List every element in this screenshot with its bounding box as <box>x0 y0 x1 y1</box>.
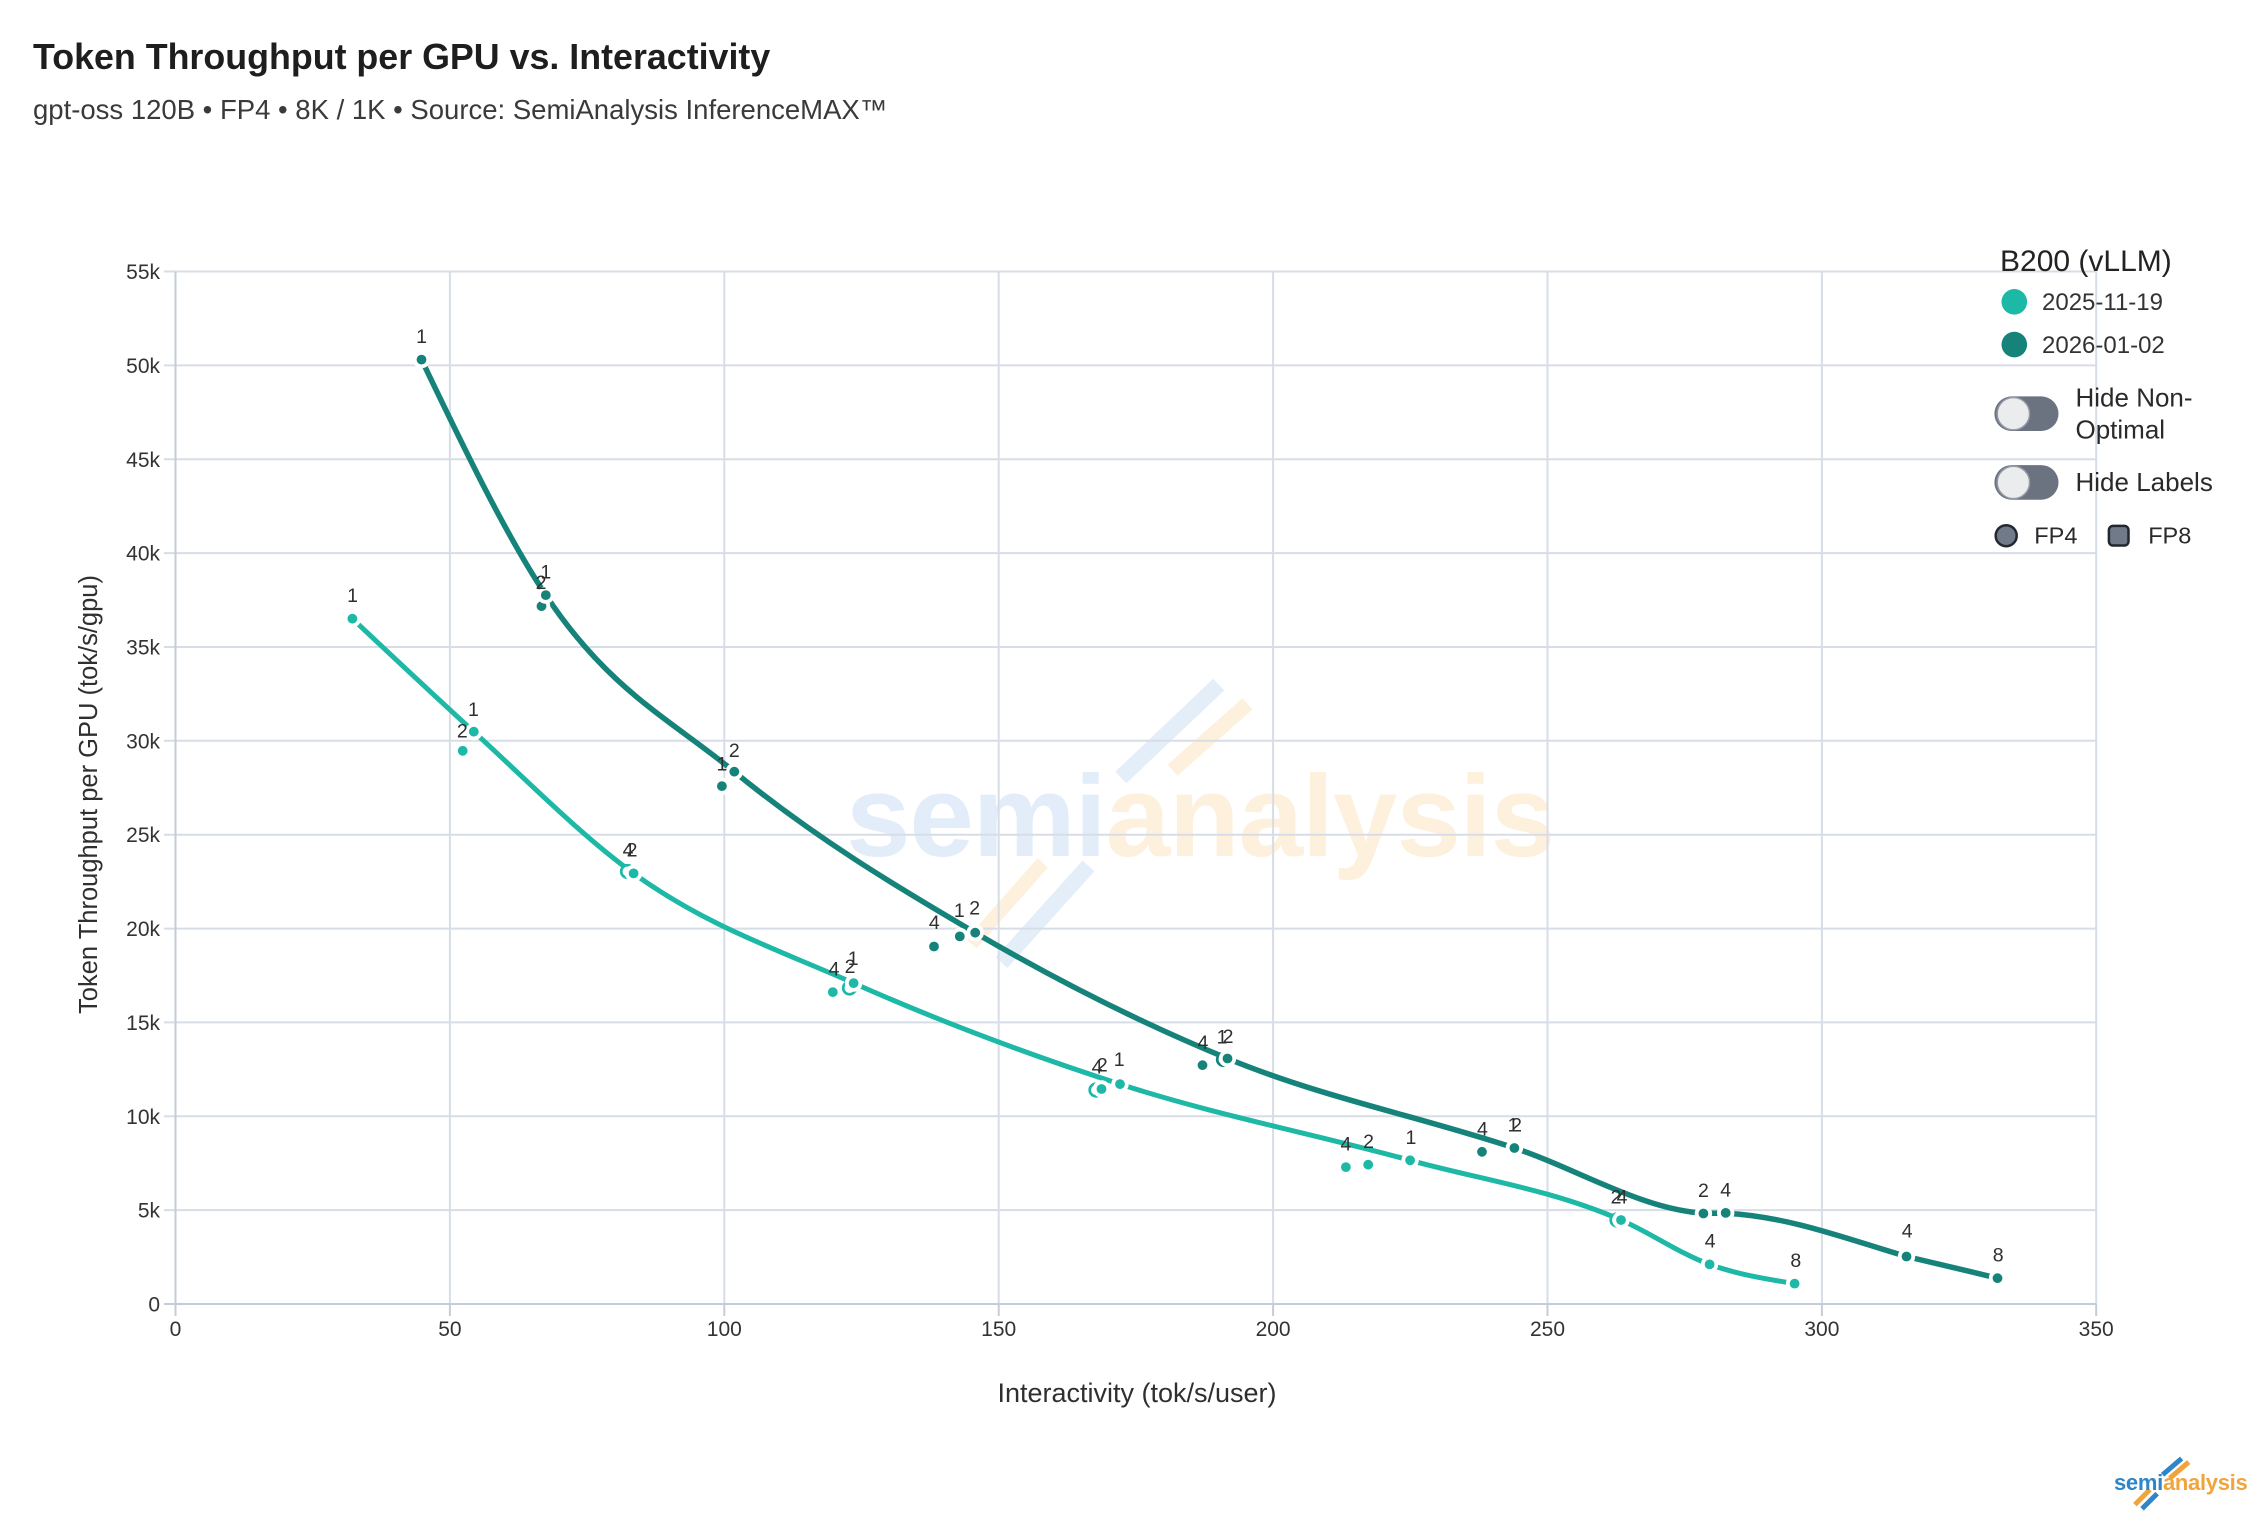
svg-text:2: 2 <box>969 898 980 920</box>
svg-text:1: 1 <box>1405 1127 1416 1149</box>
svg-text:semianalysis: semianalysis <box>2114 1470 2247 1495</box>
svg-text:B200 (vLLM): B200 (vLLM) <box>2000 245 2172 278</box>
svg-text:Interactivity (tok/s/user): Interactivity (tok/s/user) <box>997 1378 1276 1408</box>
svg-text:0: 0 <box>170 1318 182 1341</box>
svg-text:2: 2 <box>536 572 547 594</box>
svg-text:2: 2 <box>1363 1131 1374 1153</box>
svg-text:4: 4 <box>1197 1032 1208 1054</box>
svg-text:250: 250 <box>1530 1318 1565 1341</box>
svg-text:Token Throughput per GPU (tok/: Token Throughput per GPU (tok/s/gpu) <box>75 575 103 1014</box>
svg-text:4: 4 <box>1477 1118 1488 1140</box>
svg-text:1: 1 <box>540 562 551 584</box>
svg-text:2: 2 <box>1097 1055 1108 1077</box>
svg-text:4: 4 <box>1092 1057 1103 1079</box>
svg-text:Hide Non-: Hide Non- <box>2076 383 2193 413</box>
svg-text:FP4: FP4 <box>2034 523 2077 549</box>
svg-text:2025-11-19: 2025-11-19 <box>2042 289 2163 316</box>
svg-text:20k: 20k <box>126 918 160 941</box>
svg-text:4: 4 <box>1617 1187 1628 1209</box>
svg-text:55k: 55k <box>126 261 160 284</box>
svg-text:2: 2 <box>1698 1180 1709 1202</box>
svg-text:4: 4 <box>623 840 634 862</box>
svg-text:300: 300 <box>1804 1318 1839 1341</box>
svg-text:2: 2 <box>457 720 468 742</box>
svg-text:40k: 40k <box>126 543 160 566</box>
svg-text:semianalysis: semianalysis <box>846 751 1554 881</box>
svg-text:150: 150 <box>981 1318 1016 1341</box>
svg-text:2: 2 <box>845 956 856 978</box>
svg-text:Hide Labels: Hide Labels <box>2076 467 2213 497</box>
svg-text:Optimal: Optimal <box>2076 415 2166 445</box>
svg-text:2: 2 <box>1611 1187 1622 1209</box>
svg-text:1: 1 <box>848 948 859 970</box>
svg-text:10k: 10k <box>126 1106 160 1129</box>
svg-text:50: 50 <box>438 1318 461 1341</box>
svg-text:1: 1 <box>416 326 427 348</box>
svg-text:2026-01-02: 2026-01-02 <box>2042 332 2165 359</box>
svg-text:2: 2 <box>729 740 740 762</box>
svg-text:4: 4 <box>1340 1134 1351 1156</box>
svg-text:4: 4 <box>929 912 940 934</box>
svg-text:4: 4 <box>1720 1179 1731 1201</box>
svg-text:2: 2 <box>627 840 638 862</box>
svg-text:30k: 30k <box>126 730 160 753</box>
svg-text:1: 1 <box>468 699 479 721</box>
svg-text:350: 350 <box>2079 1318 2114 1341</box>
svg-text:100: 100 <box>707 1318 742 1341</box>
svg-text:FP8: FP8 <box>2148 523 2191 549</box>
svg-text:5k: 5k <box>138 1200 161 1223</box>
svg-text:4: 4 <box>1705 1231 1716 1253</box>
svg-text:25k: 25k <box>126 824 160 847</box>
svg-text:45k: 45k <box>126 449 160 472</box>
svg-text:2: 2 <box>1511 1115 1522 1137</box>
svg-text:1: 1 <box>1508 1115 1519 1137</box>
svg-text:gpt-oss 120B • FP4 • 8K / 1K •: gpt-oss 120B • FP4 • 8K / 1K • Source: S… <box>33 94 887 125</box>
svg-text:1: 1 <box>1114 1049 1125 1071</box>
svg-text:2: 2 <box>1223 1026 1234 1048</box>
svg-text:8: 8 <box>1993 1245 2004 1267</box>
svg-text:1: 1 <box>954 900 965 922</box>
svg-text:4: 4 <box>1902 1220 1913 1242</box>
svg-text:Token Throughput per GPU vs. I: Token Throughput per GPU vs. Interactivi… <box>33 37 770 77</box>
svg-text:0: 0 <box>148 1294 160 1317</box>
svg-text:1: 1 <box>347 585 358 607</box>
svg-text:1: 1 <box>716 753 727 775</box>
svg-text:35k: 35k <box>126 637 160 660</box>
svg-text:50k: 50k <box>126 355 160 378</box>
svg-text:8: 8 <box>1790 1250 1801 1272</box>
svg-text:1: 1 <box>1217 1026 1228 1048</box>
svg-text:4: 4 <box>829 958 840 980</box>
svg-text:15k: 15k <box>126 1012 160 1035</box>
svg-text:200: 200 <box>1256 1318 1291 1341</box>
